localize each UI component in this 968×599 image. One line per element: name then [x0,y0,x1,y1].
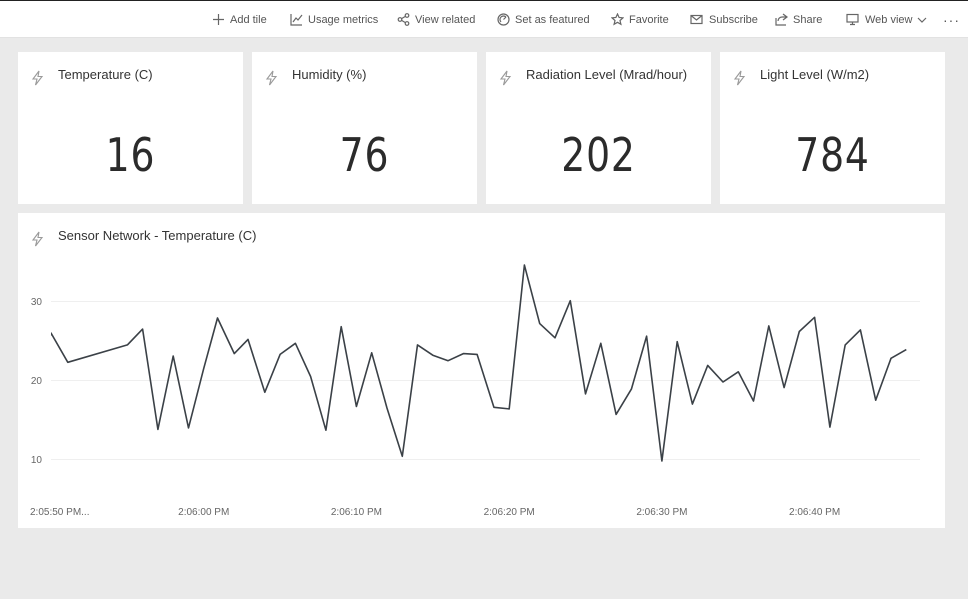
tile-title: Humidity (%) [292,67,367,82]
x-tick-label: 2:06:30 PM [636,507,687,518]
x-tick-label: 2:06:10 PM [331,507,382,518]
web-view-label: Web view [865,13,913,26]
chevron-down-icon [918,17,927,23]
kpi-tile-light-level[interactable]: Light Level (W/m2) 784 [720,52,945,204]
tile-title: Temperature (C) [58,67,153,82]
set-as-featured-label: Set as featured [515,13,590,26]
usage-metrics-label: Usage metrics [308,13,379,26]
favorite-button[interactable]: Favorite [611,1,669,38]
share-icon [775,13,788,26]
lightning-icon [31,70,44,86]
monitor-icon [846,13,859,26]
tile-title: Light Level (W/m2) [760,67,870,82]
chart-title: Sensor Network - Temperature (C) [58,228,257,243]
related-icon [397,13,410,26]
kpi-value: 76 [339,128,390,182]
dashboard-toolbar: Add tile Usage metrics View related Set … [0,0,968,38]
more-options-button[interactable]: ··· [943,1,960,38]
view-related-button[interactable]: View related [397,1,475,38]
kpi-tile-temperature[interactable]: Temperature (C) 16 [18,52,243,204]
mail-icon [690,14,703,25]
view-related-label: View related [415,13,476,26]
kpi-tile-radiation[interactable]: Radiation Level (Mrad/hour) 202 [486,52,711,204]
lightning-icon [499,70,512,86]
lightning-icon [31,231,44,247]
more-options-label: ··· [943,11,960,28]
kpi-value: 16 [105,128,156,182]
usage-metrics-button[interactable]: Usage metrics [290,1,378,38]
add-tile-label: Add tile [230,13,267,26]
subscribe-label: Subscribe [709,13,758,26]
lightning-icon [733,70,746,86]
line-chart: 10 20 30 2:05:50 PM... 2:06:00 PM 2:06:10 PM 2… [30,264,920,518]
kpi-tile-humidity[interactable]: Humidity (%) 76 [252,52,477,204]
favorite-label: Favorite [629,13,669,26]
x-tick-label: 2:06:20 PM [484,507,535,518]
x-tick-label: 2:06:00 PM [178,507,229,518]
series-line [51,264,907,462]
add-tile-button[interactable]: Add tile [212,1,267,38]
share-label: Share [793,13,823,26]
y-tick-label: 10 [31,455,43,466]
metrics-icon [290,14,303,26]
x-tick-label: 2:06:40 PM [789,507,840,518]
y-tick-label: 20 [31,376,43,387]
tile-title: Radiation Level (Mrad/hour) [526,67,688,82]
subscribe-button[interactable]: Subscribe [689,1,758,38]
plus-icon [213,14,224,25]
chart-tile-temperature[interactable]: Sensor Network - Temperature (C) 10 20 30 2… [18,213,945,528]
x-tick-label: 2:05:50 PM... [30,507,89,518]
web-view-dropdown[interactable]: Web view [845,1,927,38]
kpi-value: 202 [561,128,636,182]
y-tick-label: 30 [31,297,43,308]
star-icon [611,13,624,26]
set-as-featured-button[interactable]: Set as featured [497,1,590,38]
lightning-icon [265,70,278,86]
kpi-value: 784 [795,128,870,182]
share-button[interactable]: Share [775,1,822,38]
featured-icon [497,13,510,26]
